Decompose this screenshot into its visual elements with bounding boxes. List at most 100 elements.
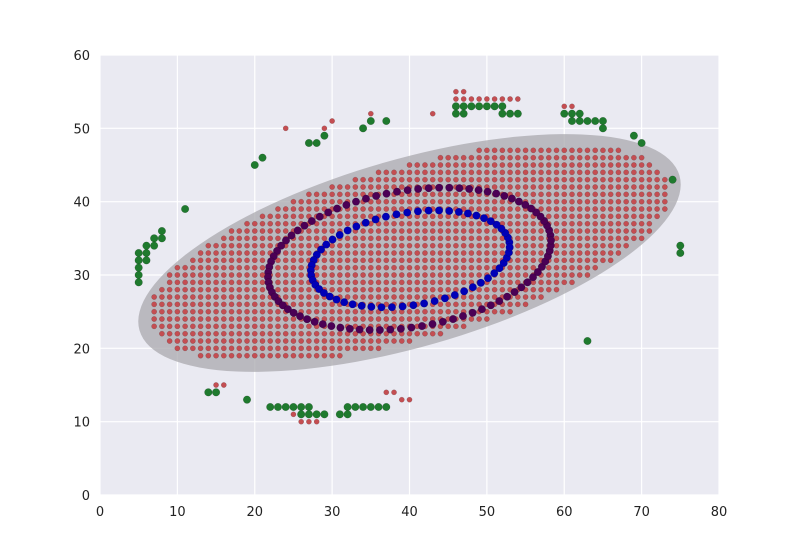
series-1-point xyxy=(631,184,637,190)
series-1-point xyxy=(228,235,235,242)
series-1-point xyxy=(313,345,320,352)
series-1-point xyxy=(383,272,390,278)
series-1-point xyxy=(190,272,196,278)
series-1-point xyxy=(507,206,513,212)
series-1-point xyxy=(514,206,521,212)
series-1-point xyxy=(422,213,428,220)
series-1-point xyxy=(182,323,188,330)
series-1-point xyxy=(352,213,359,220)
series-1-point xyxy=(275,279,281,286)
series-2-point xyxy=(204,388,213,397)
series-1-point xyxy=(267,352,274,359)
series-1-point xyxy=(561,257,568,264)
series-1-point xyxy=(592,228,599,234)
series-1-point xyxy=(220,294,227,300)
series-1-point xyxy=(329,198,335,205)
series-1-point xyxy=(491,228,498,234)
series-3-point xyxy=(492,220,501,229)
series-2-point xyxy=(351,402,360,412)
series-1-point xyxy=(592,264,599,271)
series-1-point xyxy=(476,206,482,212)
series-4-point xyxy=(445,183,454,192)
series-4-point xyxy=(428,320,437,329)
series-1-point xyxy=(538,169,544,176)
series-1-point xyxy=(491,198,498,205)
series-1-point xyxy=(422,228,428,234)
series-1-point xyxy=(298,279,305,286)
series-1-point xyxy=(491,147,498,154)
series-1-point xyxy=(220,272,227,278)
series-1-point xyxy=(398,228,405,234)
series-4-point xyxy=(546,236,556,245)
series-1-point xyxy=(530,191,537,198)
series-1-point xyxy=(321,191,328,198)
series-1-point xyxy=(584,198,591,205)
data-points xyxy=(134,88,685,425)
series-1-point xyxy=(453,198,459,205)
series-1-point xyxy=(151,316,158,322)
series-1-point xyxy=(228,279,235,286)
series-1-point xyxy=(197,308,204,315)
series-1-point xyxy=(538,242,544,249)
series-1-point xyxy=(553,154,560,161)
series-1-point xyxy=(600,235,606,242)
series-1-point xyxy=(553,286,560,293)
series-1-point xyxy=(445,250,452,256)
series-1-point xyxy=(337,345,343,352)
series-1-point xyxy=(383,250,390,256)
series-1-point xyxy=(460,162,467,168)
series-1-point xyxy=(228,323,235,330)
series-1-point xyxy=(275,352,281,359)
series-1-point xyxy=(337,264,343,271)
series-1-point xyxy=(460,242,467,249)
series-1-point xyxy=(259,257,266,264)
series-1-point xyxy=(406,162,413,168)
series-1-point xyxy=(491,96,498,102)
series-2-point xyxy=(676,241,685,250)
series-1-point xyxy=(352,250,359,256)
series-2-point xyxy=(366,116,375,126)
series-1-point xyxy=(197,272,204,278)
series-1-point xyxy=(646,213,653,220)
series-1-point xyxy=(429,242,436,249)
series-2-point xyxy=(575,116,584,126)
series-1-point xyxy=(329,345,335,352)
series-1-point xyxy=(344,213,351,220)
series-1-point xyxy=(367,294,374,300)
series-1-point xyxy=(236,316,243,322)
series-1-point xyxy=(530,169,537,176)
series-1-point xyxy=(352,338,359,344)
series-1-point xyxy=(236,301,243,308)
series-1-point xyxy=(313,308,320,315)
series-1-point xyxy=(576,235,583,242)
series-2-point xyxy=(467,102,476,111)
series-1-point xyxy=(592,250,599,256)
series-1-point xyxy=(607,206,614,212)
series-2-point xyxy=(273,402,283,412)
series-4-point xyxy=(486,301,495,310)
series-1-point xyxy=(538,294,544,300)
series-1-point xyxy=(398,294,405,300)
series-1-point xyxy=(360,308,366,315)
series-1-point xyxy=(391,250,397,256)
series-1-point xyxy=(236,345,243,352)
series-1-point xyxy=(406,308,413,315)
series-1-point xyxy=(375,242,382,249)
series-1-point xyxy=(244,286,250,293)
series-1-point xyxy=(375,176,382,183)
series-1-point xyxy=(406,294,413,300)
series-1-point xyxy=(638,220,645,227)
series-1-point xyxy=(352,264,359,271)
series-1-point xyxy=(607,176,614,183)
series-1-point xyxy=(213,308,219,315)
series-1-point xyxy=(646,220,653,227)
series-3-point xyxy=(495,264,504,273)
series-1-point xyxy=(236,294,243,300)
series-1-point xyxy=(251,242,258,249)
series-2-point xyxy=(242,395,252,404)
series-1-point xyxy=(321,352,328,359)
series-4-point xyxy=(296,312,305,321)
series-1-point xyxy=(600,176,606,183)
series-1-point xyxy=(422,198,428,205)
series-1-point xyxy=(422,191,428,198)
